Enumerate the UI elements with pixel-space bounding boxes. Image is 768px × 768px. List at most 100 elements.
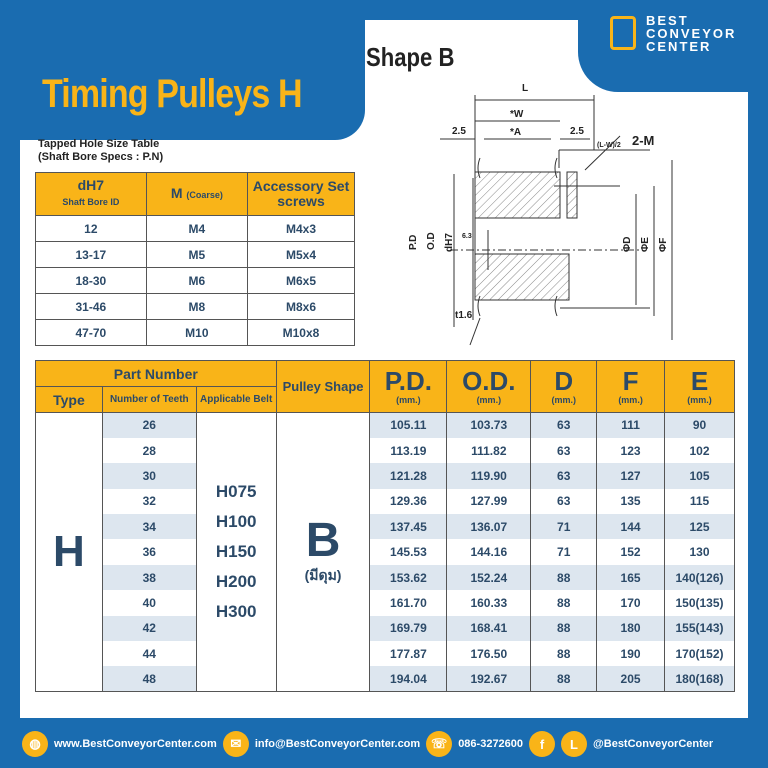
value-cell: 150(135)	[664, 590, 735, 616]
table-cell: 12	[35, 215, 147, 242]
svg-text:2.5: 2.5	[452, 126, 466, 137]
header-type: Type	[35, 386, 103, 413]
svg-text:L: L	[522, 83, 528, 94]
value-cell: 63	[530, 488, 598, 515]
teeth-cell: 30	[101, 463, 197, 489]
value-cell: 192.67	[446, 666, 532, 693]
value-cell: 115	[664, 488, 735, 515]
value-cell: 194.04	[369, 666, 448, 693]
line-icon[interactable]: L	[561, 731, 588, 757]
header-m: M (Coarse)	[145, 172, 249, 216]
value-cell: 88	[530, 590, 598, 616]
footer-line-id[interactable]: @BestConveyorCenter	[593, 738, 714, 750]
table-cell: M10x8	[247, 319, 355, 346]
svg-text:ΦD: ΦD	[622, 237, 633, 252]
svg-text:dH7: dH7	[444, 233, 455, 252]
value-cell: 129.36	[369, 488, 448, 515]
table-cell: M6x5	[247, 267, 355, 294]
value-cell: 88	[530, 666, 598, 693]
table-row: 40 161.70 160.33 88 170 150(135)	[36, 590, 735, 616]
globe-icon: ◍	[22, 731, 48, 757]
footer-phone[interactable]: 086-3272600	[458, 738, 524, 750]
value-cell: 136.07	[446, 514, 532, 540]
header-part-number: Part Number	[35, 360, 277, 387]
header-od: O.D. (mm.)	[446, 360, 532, 413]
value-cell: 145.53	[369, 539, 448, 565]
table-row: 12 M4 M4x3	[35, 215, 355, 242]
shape-title: Shape B	[366, 42, 455, 72]
value-cell: 71	[530, 539, 598, 565]
logo-banner	[578, 20, 748, 92]
value-cell: 144	[596, 514, 665, 540]
tapped-hole-title: Tapped Hole Size Table (Shaft Bore Specs …	[38, 138, 164, 163]
teeth-cell: 34	[101, 514, 197, 540]
value-cell: 105.11	[369, 412, 448, 438]
value-cell: 88	[530, 564, 598, 591]
table-cell: M6	[145, 267, 249, 294]
svg-text:*A: *A	[510, 127, 521, 138]
teeth-cell: 40	[101, 590, 197, 616]
header-belt: Applicable Belt	[195, 386, 277, 413]
table-row: 13-17 M5 M5x4	[35, 241, 355, 268]
belt-item: H300	[215, 602, 257, 622]
value-cell: 90	[664, 412, 735, 438]
value-cell: 170	[596, 590, 665, 616]
value-cell: 102	[664, 437, 735, 464]
svg-text:2.5: 2.5	[570, 126, 584, 137]
value-cell: 63	[530, 437, 598, 464]
footer-website[interactable]: www.BestConveyorCenter.com	[54, 738, 217, 750]
table-row: 32 129.36 127.99 63 135 115	[36, 488, 735, 515]
svg-text:t1.6: t1.6	[455, 310, 473, 321]
svg-text:ΦF: ΦF	[658, 238, 669, 252]
value-cell: 177.87	[369, 641, 448, 667]
teeth-cell: 42	[101, 615, 197, 642]
value-cell: 88	[530, 615, 598, 642]
value-cell: 161.70	[369, 590, 448, 616]
table-row: 34 137.45 136.07 71 144 125	[36, 514, 735, 540]
svg-text:*W: *W	[510, 109, 524, 120]
pulley-spec-table: Part Number Pulley Shape P.D. (mm.) O.D.(…	[35, 360, 735, 693]
svg-text:2-M: 2-M	[632, 133, 654, 148]
table-row: 36 145.53 144.16 71 152 130	[36, 539, 735, 565]
teeth-cell: 48	[101, 666, 197, 693]
type-cell: H	[35, 412, 103, 693]
svg-text:O.D: O.D	[426, 232, 437, 250]
page-title: Timing Pulleys H	[42, 72, 303, 116]
header-shape: Pulley Shape	[275, 360, 371, 413]
value-cell: 71	[530, 514, 598, 540]
value-cell: 88	[530, 641, 598, 667]
svg-text:(L-W)/2: (L-W)/2	[597, 142, 621, 149]
table-cell: M5x4	[247, 241, 355, 268]
value-cell: 168.41	[446, 615, 532, 642]
value-cell: 140(126)	[664, 564, 735, 591]
pulley-diagram: L *W *A 2.5 2.5 (L-W)/2 2-M t1.6 6.3 P.D…	[408, 83, 673, 346]
value-cell: 119.90	[446, 463, 532, 489]
value-cell: 63	[530, 463, 598, 489]
header-f: F (mm.)	[596, 360, 665, 413]
table-row: 38 153.62 152.24 88 165 140(126)	[36, 564, 735, 591]
table-cell: M10	[145, 319, 249, 346]
value-cell: 113.19	[369, 437, 448, 464]
value-cell: 105	[664, 463, 735, 489]
facebook-icon[interactable]: f	[529, 731, 556, 757]
value-cell: 160.33	[446, 590, 532, 616]
table-row: 47-70 M10 M10x8	[35, 319, 355, 346]
tapped-hole-table: dH7 Shaft Bore ID M (Coarse) Accessory Se…	[35, 172, 355, 346]
belt-cell: H075 H100 H150 H200 H300	[195, 412, 277, 693]
shape-value: B	[305, 514, 341, 568]
svg-text:P.D: P.D	[408, 235, 419, 250]
value-cell: 121.28	[369, 463, 448, 489]
table-row: 28 113.19 111.82 63 123 102	[36, 437, 735, 464]
value-cell: 190	[596, 641, 665, 667]
teeth-cell: 26	[101, 412, 197, 438]
footer-email[interactable]: info@BestConveyorCenter.com	[254, 738, 421, 750]
value-cell: 180	[596, 615, 665, 642]
header-screws: Accessory Set screws	[247, 172, 355, 216]
svg-text:6.3: 6.3	[462, 233, 472, 240]
value-cell: 205	[596, 666, 665, 693]
value-cell: 127.99	[446, 488, 532, 515]
value-cell: 152.24	[446, 564, 532, 591]
table-row: 48 194.04 192.67 88 205 180(168)	[36, 666, 735, 693]
value-cell: 135	[596, 488, 665, 515]
logo-icon	[610, 16, 636, 50]
